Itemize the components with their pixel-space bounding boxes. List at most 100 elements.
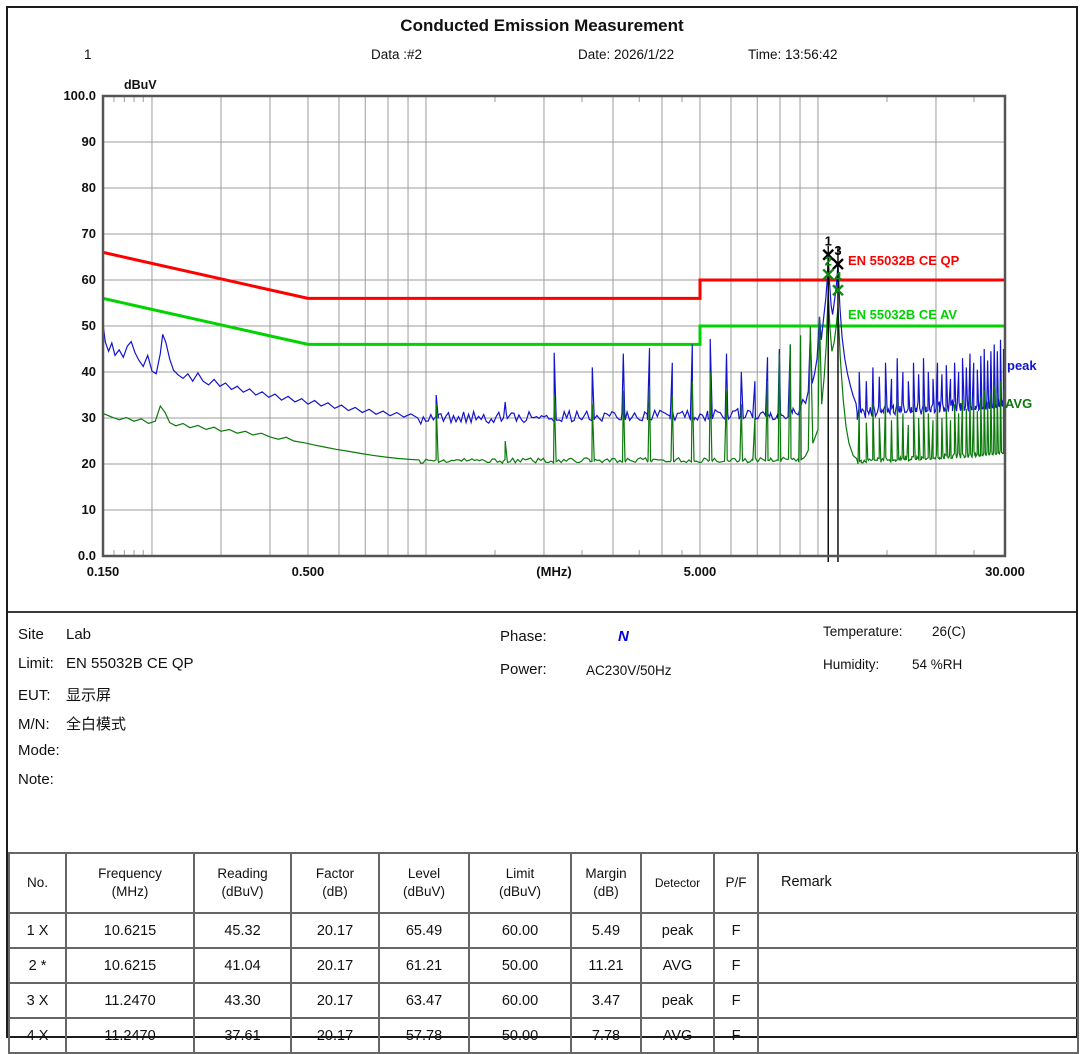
table-cell: 20.17	[290, 947, 380, 984]
table-cell: F	[713, 947, 759, 984]
column-header: No.	[8, 852, 67, 914]
column-header: Reading (dBuV)	[193, 852, 292, 914]
table-cell: 45.32	[193, 912, 292, 949]
column-header: Factor (dB)	[290, 852, 380, 914]
table-cell: 1 X	[8, 912, 67, 949]
table-cell: 20.17	[290, 982, 380, 1019]
table-cell: 60.00	[468, 912, 572, 949]
table-cell: 10.6215	[65, 912, 195, 949]
table-cell: 43.30	[193, 982, 292, 1019]
table-cell: 65.49	[378, 912, 470, 949]
table-cell: AVG	[640, 1017, 715, 1054]
table-cell: 3.47	[570, 982, 642, 1019]
table-row: 4 X 11.2470 37.61 20.17 57.78 50.00 7.78 AVG F	[8, 1017, 1079, 1054]
info-row: Site Lab	[18, 626, 91, 643]
y-tick-label: 90	[81, 134, 96, 149]
table-cell: 11.2470	[65, 982, 195, 1019]
table-cell: 50.00	[468, 947, 572, 984]
series-label: AVG	[1005, 396, 1033, 411]
time-label: Time: 13:56:42	[748, 47, 838, 62]
y-tick-label: 60	[81, 272, 96, 287]
y-tick-label: 20	[81, 456, 96, 471]
y-tick-label: 80	[81, 180, 96, 195]
table-cell: 7.78	[570, 1017, 642, 1054]
info-label: Mode:	[18, 742, 60, 759]
table-cell: 11.21	[570, 947, 642, 984]
table-cell	[757, 947, 1079, 984]
y-tick-label: 40	[81, 364, 96, 379]
data-label: Data :#2	[371, 47, 423, 62]
info-value: 全白模式	[66, 716, 127, 733]
column-header: Margin (dB)	[570, 852, 642, 914]
x-tick-label: 5.000	[683, 564, 717, 579]
table-row: 3 X 11.2470 43.30 20.17 63.47 60.00 3.47 peak F	[8, 982, 1079, 1019]
info-label: M/N:	[18, 716, 50, 733]
phase-label: Phase:	[500, 628, 547, 645]
x-tick-label: 30.000	[985, 564, 1025, 579]
info-value: EN 55032B CE QP	[66, 655, 194, 672]
humidity-value: 54 %RH	[912, 657, 963, 672]
table-cell: 41.04	[193, 947, 292, 984]
info-label: Limit:	[18, 655, 54, 672]
column-header: Limit (dBuV)	[468, 852, 572, 914]
column-header: Remark	[757, 852, 1079, 914]
x-tick-label: 0.500	[291, 564, 325, 579]
table-cell: F	[713, 982, 759, 1019]
info-row: Limit: EN 55032B CE QP	[18, 655, 194, 672]
trace-number: 1	[84, 47, 92, 62]
table-header-row: No. Frequency (MHz) Reading (dBuV) Factor (dB)…	[8, 852, 1079, 914]
info-row: Mode:	[18, 742, 66, 759]
table-cell: 20.17	[290, 1017, 380, 1054]
y-tick-label: 0.0	[77, 548, 96, 563]
table-cell	[757, 912, 1079, 949]
table-cell: AVG	[640, 947, 715, 984]
table-cell: 10.6215	[65, 947, 195, 984]
date-label: Date: 2026/1/22	[578, 47, 675, 62]
section-divider	[8, 611, 1076, 613]
table-cell: 2 *	[8, 947, 67, 984]
y-tick-label: 30	[81, 410, 96, 425]
temperature-label: Temperature:	[823, 624, 903, 639]
info-row: M/N: 全白模式	[18, 713, 126, 734]
column-header: Detector	[640, 852, 715, 914]
info-label: Note:	[18, 771, 54, 788]
temperature-value: 26(C)	[932, 624, 966, 639]
limit-label: EN 55032B CE QP	[848, 253, 960, 268]
y-tick-label: 70	[81, 226, 96, 241]
x-axis-unit-label: (MHz)	[536, 564, 572, 579]
table-cell: 50.00	[468, 1017, 572, 1054]
table-cell: 5.49	[570, 912, 642, 949]
measurement-table: No. Frequency (MHz) Reading (dBuV) Factor (dB)…	[8, 852, 1079, 1054]
power-value: AC230V/50Hz	[586, 663, 672, 678]
column-header: Level (dBuV)	[378, 852, 470, 914]
table-cell: 63.47	[378, 982, 470, 1019]
table-cell: 20.17	[290, 912, 380, 949]
table-cell: 37.61	[193, 1017, 292, 1054]
info-row: EUT: 显示屏	[18, 684, 111, 705]
table-cell: 4 X	[8, 1017, 67, 1054]
y-tick-label: 100.0	[63, 88, 96, 103]
power-label: Power:	[500, 661, 547, 678]
page-title: Conducted Emission Measurement	[400, 16, 684, 35]
series-label: peak	[1007, 358, 1037, 373]
table-cell: 60.00	[468, 982, 572, 1019]
table-cell: 57.78	[378, 1017, 470, 1054]
x-tick-label: 0.150	[86, 564, 120, 579]
table-cell: peak	[640, 982, 715, 1019]
table-cell: 11.2470	[65, 1017, 195, 1054]
table-cell	[757, 982, 1079, 1019]
table-cell: 61.21	[378, 947, 470, 984]
table-cell: peak	[640, 912, 715, 949]
y-tick-label: 50	[81, 318, 96, 333]
info-label: Site	[18, 626, 44, 643]
y-tick-label: 10	[81, 502, 96, 517]
table-row: 2 * 10.6215 41.04 20.17 61.21 50.00 11.21 AVG F	[8, 947, 1079, 984]
info-value: 显示屏	[66, 687, 112, 704]
column-header: P/F	[713, 852, 759, 914]
info-label: EUT:	[18, 687, 51, 704]
table-cell: F	[713, 1017, 759, 1054]
humidity-label: Humidity:	[823, 657, 880, 672]
table-cell: 3 X	[8, 982, 67, 1019]
y-axis-unit: dBuV	[124, 78, 157, 92]
info-row: Note:	[18, 771, 66, 788]
